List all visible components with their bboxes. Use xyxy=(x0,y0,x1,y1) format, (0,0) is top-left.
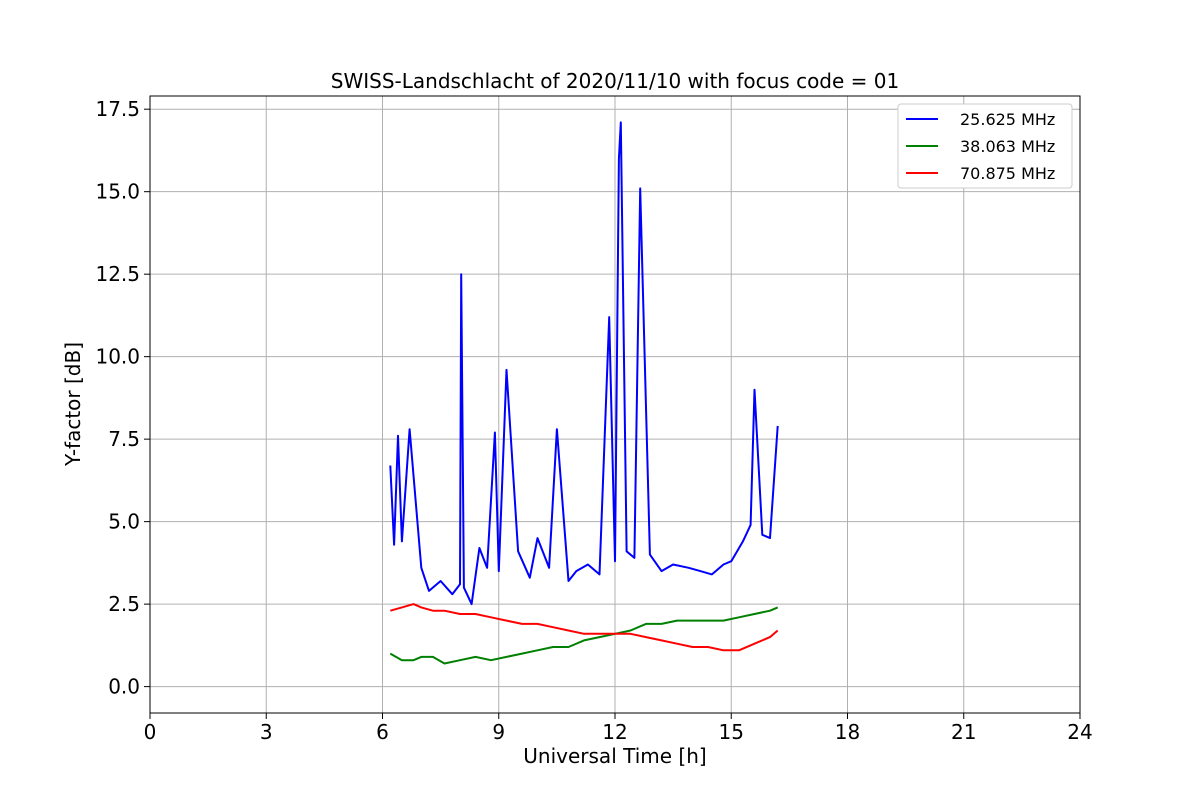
legend: 25.625 MHz 38.063 MHz 70.875 MHz xyxy=(897,103,1073,189)
x-tick-label: 18 xyxy=(835,720,860,744)
chart-title: SWISS-Landschlacht of 2020/11/10 with fo… xyxy=(331,69,899,93)
x-tick-label: 15 xyxy=(719,720,744,744)
x-tick-label: 24 xyxy=(1067,720,1092,744)
y-tick-label: 0.0 xyxy=(108,675,140,699)
y-tick-label: 5.0 xyxy=(108,510,140,534)
legend-box xyxy=(897,103,1073,189)
series-line-2 xyxy=(389,606,779,665)
series-line-3 xyxy=(390,603,779,652)
x-tick-label: 12 xyxy=(602,720,627,744)
y-axis-label: Y-factor [dB] xyxy=(61,342,85,467)
legend-label: 25.625 MHz xyxy=(960,110,1055,129)
x-tick-label: 3 xyxy=(260,720,273,744)
ticks: 0 3 6 9 12 15 18 21 24 0.0 2.5 5.0 7.5 10.0 12.5 15.0 17… xyxy=(95,97,1092,744)
y-tick-label: 15.0 xyxy=(95,180,140,204)
legend-label: 70.875 MHz xyxy=(960,164,1055,183)
y-tick-label: 10.0 xyxy=(95,345,140,369)
y-tick-label: 7.5 xyxy=(108,427,140,451)
x-axis-label: Universal Time [h] xyxy=(523,744,706,768)
x-tick-label: 21 xyxy=(951,720,976,744)
y-tick-label: 2.5 xyxy=(108,592,140,616)
x-tick-label: 9 xyxy=(492,720,505,744)
series-line-1 xyxy=(389,121,779,606)
x-tick-label: 6 xyxy=(376,720,389,744)
y-tick-label: 12.5 xyxy=(95,262,140,286)
x-tick-label: 0 xyxy=(144,720,157,744)
y-tick-label: 17.5 xyxy=(95,97,140,121)
legend-label: 38.063 MHz xyxy=(960,137,1055,156)
series-lines xyxy=(389,121,779,665)
